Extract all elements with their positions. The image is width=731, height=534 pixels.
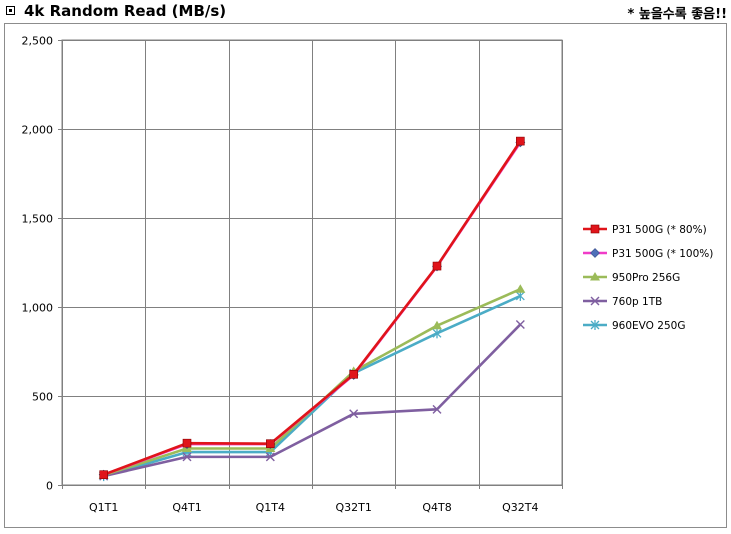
legend-label: 760p 1TB <box>612 296 662 308</box>
x-tick-label: Q1T1 <box>89 501 118 514</box>
x-tick-label: Q32T4 <box>502 501 538 514</box>
data-point <box>515 284 526 293</box>
gridlines <box>58 39 563 489</box>
legend-label: P31 500G (* 100%) <box>612 248 713 260</box>
legend-marker <box>590 320 600 330</box>
legend-item: P31 500G (* 100%) <box>583 248 713 260</box>
data-point <box>182 452 192 462</box>
square-bullet-icon <box>6 6 15 15</box>
y-tick-label: 500 <box>32 391 53 404</box>
y-tick-label: 0 <box>46 480 53 493</box>
legend-marker <box>590 272 600 281</box>
data-point <box>182 438 192 448</box>
legend-item: P31 500G (* 80%) <box>583 224 707 236</box>
x-axis: Q1T1 Q4T1 Q1T4 Q32T1 Q4T8 Q32T4 <box>89 501 539 514</box>
legend-item: 760p 1TB <box>583 296 662 308</box>
x-tick-label: Q1T4 <box>256 501 285 514</box>
x-tick-label: Q4T1 <box>172 501 201 514</box>
legend-item: 950Pro 256G <box>583 272 680 284</box>
data-point <box>432 328 442 339</box>
y-axis: 0 500 1,000 1,500 2,000 2,500 <box>22 35 54 493</box>
legend-item: 960EVO 250G <box>583 320 685 332</box>
legend-label: P31 500G (* 80%) <box>612 224 707 236</box>
data-point <box>432 320 442 330</box>
data-point <box>516 136 525 146</box>
chart-note: * 높을수록 좋음!! <box>627 7 727 22</box>
data-point <box>349 369 358 379</box>
legend-marker <box>590 248 600 258</box>
chart-title: 4k Random Read (MB/s) <box>24 2 227 20</box>
data-point <box>515 319 525 329</box>
legend-marker <box>590 224 600 234</box>
data-point <box>432 261 442 271</box>
series-group <box>98 136 526 482</box>
data-point <box>349 409 359 419</box>
series-line <box>103 323 522 478</box>
y-tick-label: 2,000 <box>22 124 54 137</box>
legend: P31 500G (* 80%) P31 500G (* 100%) 950Pro … <box>583 224 713 332</box>
series-line <box>103 294 521 478</box>
data-point <box>266 439 275 449</box>
data-point <box>432 404 442 414</box>
chart-header: 4k Random Read (MB/s) * 높을수록 좋음!! <box>0 0 731 24</box>
series-line <box>103 140 522 476</box>
y-tick-label: 1,500 <box>22 213 54 226</box>
y-tick-label: 2,500 <box>22 35 54 48</box>
legend-label: 960EVO 250G <box>612 320 685 332</box>
x-tick-label: Q32T1 <box>335 501 371 514</box>
y-tick-label: 1,000 <box>22 302 54 315</box>
data-point <box>265 452 275 462</box>
legend-label: 950Pro 256G <box>612 272 680 284</box>
chart-frame <box>4 23 727 528</box>
legend-marker <box>590 296 600 306</box>
series-0 <box>99 136 525 479</box>
data-point <box>99 470 108 479</box>
x-tick-label: Q4T8 <box>422 501 451 514</box>
